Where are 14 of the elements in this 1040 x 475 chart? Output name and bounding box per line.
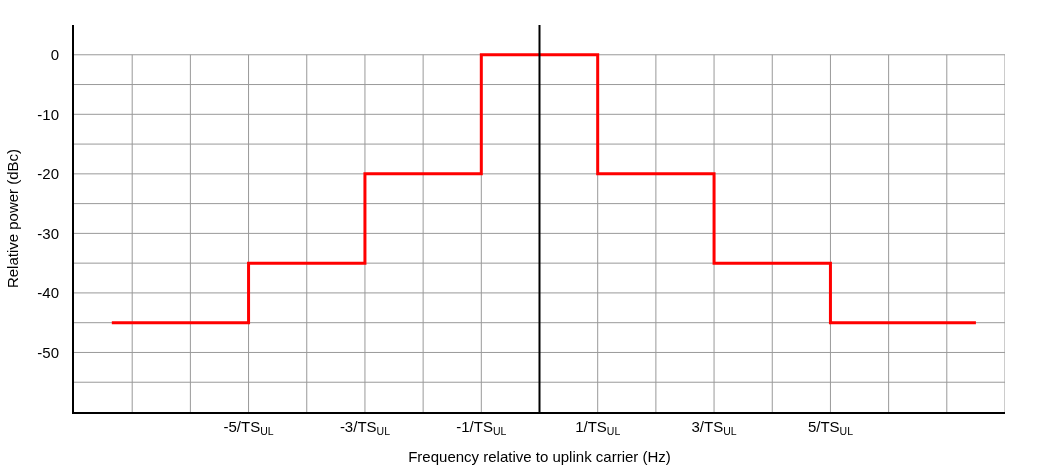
x-tick-label: -1/TS$_{UL}$ bbox=[456, 418, 507, 438]
y-tick-label: -20 bbox=[37, 165, 59, 183]
x-tick-label: 5/TS$_{UL}$ bbox=[807, 418, 854, 438]
y-tick-label: -10 bbox=[37, 105, 59, 123]
x-tick-label: 1/TS$_{UL}$ bbox=[575, 418, 621, 438]
x-tick-label: -5/TS$_{UL}$ bbox=[223, 418, 274, 438]
x-axis-title: Frequency relative to uplink carrier (Hz) bbox=[408, 447, 671, 465]
y-axis-title: Relative power (dBc) bbox=[4, 148, 22, 289]
y-tick-label: -30 bbox=[37, 224, 59, 242]
x-tick-label: -3/TS$_{UL}$ bbox=[339, 418, 391, 438]
y-tick-label: -50 bbox=[37, 343, 59, 361]
y-tick-label: 0 bbox=[50, 46, 59, 64]
x-tick-label: 3/TS$_{UL}$ bbox=[691, 418, 737, 438]
y-tick-label: -40 bbox=[37, 284, 59, 302]
